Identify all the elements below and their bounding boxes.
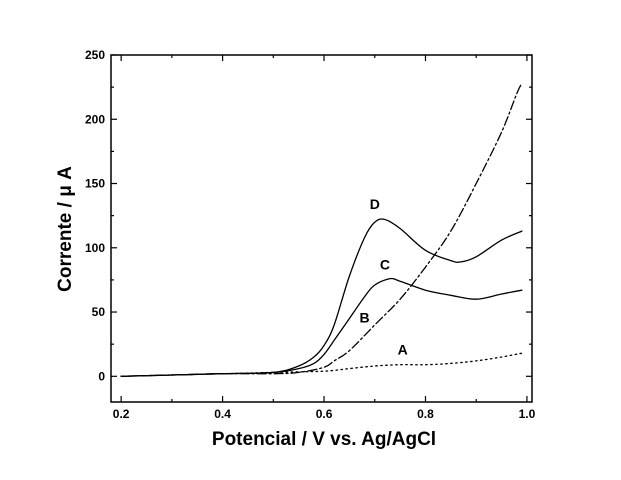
y-tick-label: 0 (98, 369, 105, 383)
curve-label-D: D (370, 196, 380, 212)
x-tick-label: 1.0 (519, 407, 536, 421)
series-line-C (120, 277, 523, 377)
x-tick-label: 0.2 (113, 407, 130, 421)
plot-frame (110, 54, 533, 403)
x-tick-label: 0.6 (316, 407, 333, 421)
series-line-B (120, 82, 523, 377)
curve-label-B: B (360, 309, 370, 325)
y-tick-label: 150 (85, 177, 105, 191)
x-axis-title: Potencial / V vs. Ag/AgCl (212, 429, 436, 450)
curve-label-A: A (398, 341, 408, 357)
curve-labels: A B C D (360, 196, 408, 357)
tick-labels: 0.2 0.4 0.6 0.8 1.0 0 50 100 150 200 250 (85, 48, 536, 421)
y-tick-label: 100 (85, 241, 105, 255)
series-lines (120, 82, 523, 377)
y-tick-label: 250 (85, 48, 105, 62)
series-line-D (120, 218, 523, 377)
y-tick-label: 200 (85, 112, 105, 126)
x-tick-label: 0.4 (214, 407, 231, 421)
x-tick-label: 0.8 (417, 407, 434, 421)
y-tick-label: 50 (92, 305, 106, 319)
y-axis-title: Corrente / μ A (55, 166, 76, 292)
curve-label-C: C (380, 257, 390, 273)
